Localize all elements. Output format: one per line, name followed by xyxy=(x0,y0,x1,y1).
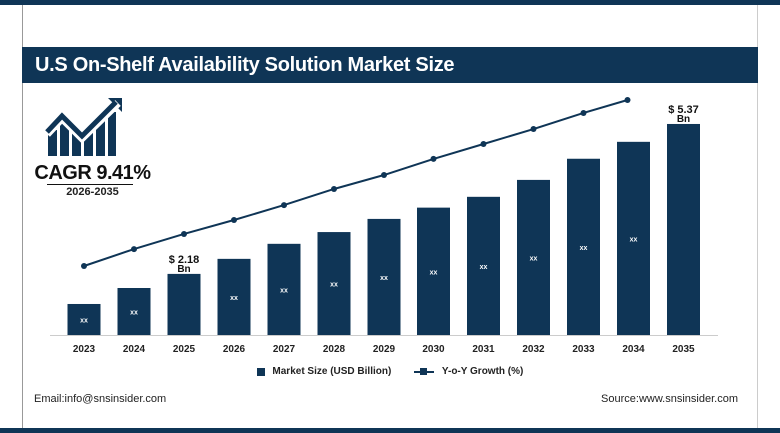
bar-label-2033: xx xyxy=(580,245,588,252)
x-tick-2028: 2028 xyxy=(323,344,346,355)
top-band xyxy=(0,0,780,5)
growth-point-2033 xyxy=(580,109,587,116)
legend-line-label: Y-o-Y Growth (%) xyxy=(441,366,524,377)
market-size-chart: xx 2023 xx 2024 2025 xx 2026 xx 2027 xx 2028 xx 2029… xyxy=(50,97,718,355)
bar-2023 xyxy=(67,303,101,335)
bar-label-2030: xx xyxy=(430,269,438,276)
bar-2029 xyxy=(367,218,401,335)
growth-point-2023 xyxy=(81,263,87,269)
x-tick-2034: 2034 xyxy=(622,344,645,355)
x-tick-2032: 2032 xyxy=(522,344,545,355)
growth-point-2024 xyxy=(131,246,137,253)
bar-2031 xyxy=(467,196,500,335)
bar-2032 xyxy=(517,179,550,335)
legend-bar-swatch xyxy=(256,367,265,376)
growth-point-2031 xyxy=(480,140,487,147)
x-tick-2029: 2029 xyxy=(373,344,396,355)
x-tick-2031: 2031 xyxy=(472,344,495,355)
bar-2028 xyxy=(317,232,351,335)
bar-label-2026: xx xyxy=(230,295,238,302)
bar-2027 xyxy=(267,243,301,335)
bar-label-2027: xx xyxy=(280,287,288,294)
legend-line-swatch xyxy=(414,367,435,375)
growth-chart-arrow-icon xyxy=(44,98,122,156)
bar-label-2034: xx xyxy=(630,236,638,243)
growth-point-2027 xyxy=(281,202,287,209)
growth-point-2032 xyxy=(530,126,537,133)
cagr-period: 2026-2035 xyxy=(66,186,119,198)
value-annotation-2035: $ 5.37 xyxy=(668,104,699,116)
cagr-value: CAGR 9.41% xyxy=(34,162,151,184)
x-tick-2035: 2035 xyxy=(672,344,695,355)
x-tick-2033: 2033 xyxy=(572,344,595,355)
growth-point-2030 xyxy=(430,155,437,162)
bar-label-2023: xx xyxy=(80,317,88,324)
frame xyxy=(22,5,758,428)
legend: Market Size (USD Billion) Y-o-Y Growth (… xyxy=(0,366,780,377)
growth-point-2026 xyxy=(231,217,237,224)
x-tick-2023: 2023 xyxy=(73,344,96,355)
x-tick-2025: 2025 xyxy=(173,344,196,355)
bar-2033 xyxy=(567,158,600,335)
bar-2025 xyxy=(167,273,201,335)
footer-source: Source:www.snsinsider.com xyxy=(601,393,738,405)
bar-2024 xyxy=(117,288,151,335)
page-title: U.S On-Shelf Availability Solution Marke… xyxy=(22,47,758,83)
bar-label-2028: xx xyxy=(330,282,338,289)
growth-point-2028 xyxy=(331,185,337,192)
growth-point-2025 xyxy=(181,230,187,237)
growth-point-2029 xyxy=(381,172,387,179)
x-tick-2024: 2024 xyxy=(123,344,146,355)
value-annotation-unit-2025: Bn xyxy=(177,264,190,275)
divider xyxy=(47,184,133,185)
x-tick-2030: 2030 xyxy=(422,344,445,355)
value-annotation-unit-2035: Bn xyxy=(677,114,690,125)
bar-label-2031: xx xyxy=(480,264,488,271)
bar-2030 xyxy=(417,207,450,335)
bar-label-2024: xx xyxy=(130,310,138,317)
growth-point-2034 xyxy=(624,97,631,103)
bar-2034 xyxy=(617,141,650,335)
x-tick-2027: 2027 xyxy=(273,344,296,355)
footer-email: Email:info@snsinsider.com xyxy=(34,393,167,405)
bottom-band xyxy=(0,428,780,433)
x-tick-2026: 2026 xyxy=(223,344,246,355)
bar-2026 xyxy=(217,258,251,335)
bar-label-2032: xx xyxy=(530,255,538,262)
growth-line xyxy=(83,99,628,267)
value-annotation-2025: $ 2.18 xyxy=(169,254,200,266)
bar-label-2029: xx xyxy=(380,275,388,282)
bar-2035 xyxy=(667,123,700,335)
legend-bar-label: Market Size (USD Billion) xyxy=(272,366,392,377)
